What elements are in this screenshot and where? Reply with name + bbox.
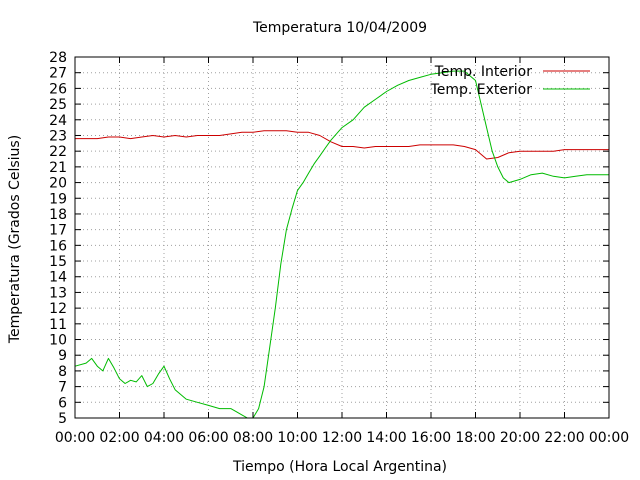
x-tick-label: 22:00 xyxy=(544,430,584,446)
y-tick-label: 19 xyxy=(49,191,67,207)
y-tick-label: 20 xyxy=(49,176,67,192)
y-tick-label: 14 xyxy=(49,270,67,286)
y-tick-label: 17 xyxy=(49,223,67,239)
x-tick-label: 20:00 xyxy=(500,430,540,446)
series-line-0 xyxy=(75,130,609,160)
x-tick-label: 12:00 xyxy=(322,430,362,446)
y-tick-label: 25 xyxy=(49,97,67,113)
y-tick-label: 13 xyxy=(49,285,67,301)
y-tick-label: 5 xyxy=(58,411,67,427)
y-tick-label: 24 xyxy=(49,113,67,129)
x-tick-label: 00:00 xyxy=(55,430,95,446)
legend-label: Temp. Interior xyxy=(434,64,533,80)
series-lines xyxy=(74,70,609,419)
x-tick-label: 18:00 xyxy=(455,430,495,446)
legend-label: Temp. Exterior xyxy=(430,82,533,98)
y-tick-label: 10 xyxy=(49,333,67,349)
axis-ticks xyxy=(74,56,610,419)
y-tick-label: 27 xyxy=(49,66,67,82)
x-tick-label: 16:00 xyxy=(411,430,451,446)
y-tick-label: 6 xyxy=(58,395,67,411)
y-tick-label: 12 xyxy=(49,301,67,317)
y-tick-label: 23 xyxy=(49,128,67,144)
x-tick-label: 14:00 xyxy=(366,430,406,446)
y-tick-label: 7 xyxy=(58,380,67,396)
series-line-1 xyxy=(74,70,609,419)
x-tick-labels: 00:00 02:00 04:00 06:00 08:00 10:00 12:00 14:00… xyxy=(55,430,629,446)
y-tick-label: 16 xyxy=(49,238,67,254)
y-tick-labels: 5678910111213141516171819202122232425262… xyxy=(49,50,67,427)
grid xyxy=(75,57,609,418)
y-tick-label: 21 xyxy=(49,160,67,176)
y-tick-label: 11 xyxy=(49,317,67,333)
chart-title: Temperatura 10/04/2009 xyxy=(252,20,427,36)
x-tick-label: 00:00 xyxy=(589,430,629,446)
x-tick-label: 10:00 xyxy=(277,430,317,446)
y-tick-label: 8 xyxy=(58,364,67,380)
y-axis-label: Temperatura (Grados Celsius) xyxy=(7,135,23,344)
y-tick-label: 22 xyxy=(49,144,67,160)
y-tick-label: 28 xyxy=(49,50,67,66)
x-tick-label: 06:00 xyxy=(188,430,228,446)
x-tick-label: 08:00 xyxy=(233,430,273,446)
y-tick-label: 18 xyxy=(49,207,67,223)
y-tick-label: 9 xyxy=(58,348,67,364)
y-tick-label: 26 xyxy=(49,81,67,97)
x-axis-label: Tiempo (Hora Local Argentina) xyxy=(232,459,447,475)
legend: Temp. Interior Temp. Exterior xyxy=(430,64,590,98)
x-tick-label: 02:00 xyxy=(99,430,139,446)
y-tick-label: 15 xyxy=(49,254,67,270)
x-tick-label: 04:00 xyxy=(144,430,184,446)
